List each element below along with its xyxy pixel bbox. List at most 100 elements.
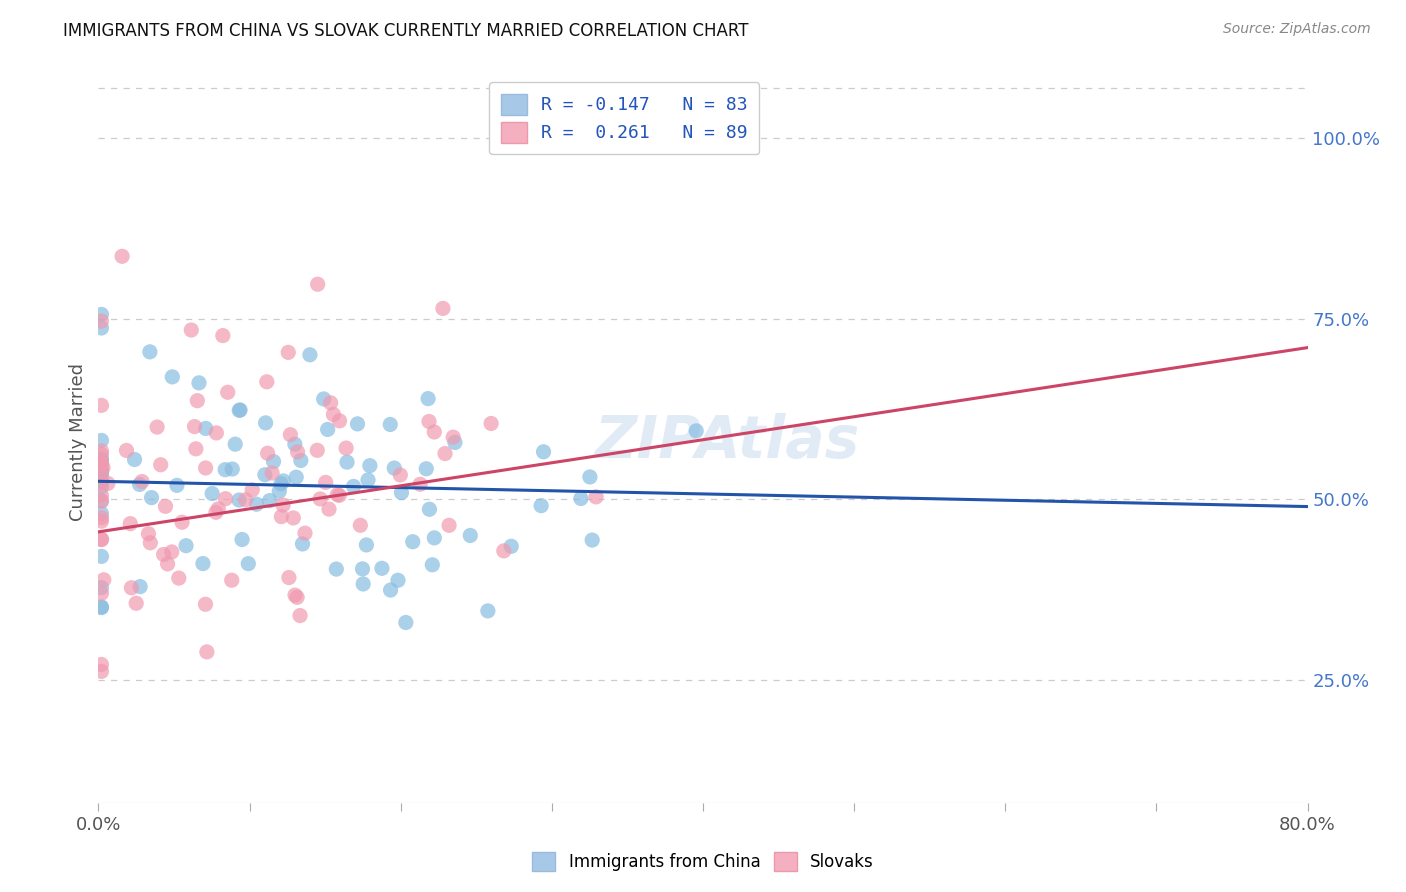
Point [356, 538, 378, 552]
Text: Source: ZipAtlas.com: Source: ZipAtlas.com [1223, 22, 1371, 37]
Point [312, 392, 335, 406]
Point [152, 548, 174, 562]
Point [90, 467, 112, 482]
Point [533, 444, 555, 458]
Point [167, 571, 190, 585]
Point [90, 457, 112, 471]
Point [90, 464, 112, 478]
Point [287, 445, 309, 459]
Point [441, 430, 464, 444]
Point [231, 533, 253, 547]
Point [319, 396, 342, 410]
Point [284, 437, 307, 451]
Point [336, 455, 359, 469]
Point [90, 665, 112, 679]
Point [207, 501, 229, 516]
Point [420, 558, 443, 572]
Point [195, 645, 218, 659]
Point [259, 493, 281, 508]
Point [395, 615, 418, 630]
Point [285, 470, 308, 484]
Legend: R = -0.147   N = 83, R =  0.261   N = 89: R = -0.147 N = 83, R = 0.261 N = 89 [489, 82, 759, 154]
Point [256, 375, 278, 389]
Point [124, 452, 146, 467]
Point [90, 444, 112, 458]
Point [328, 488, 350, 502]
Point [423, 531, 446, 545]
Point [90, 466, 112, 480]
Point [160, 545, 183, 559]
Point [342, 479, 364, 493]
Point [128, 477, 150, 491]
Point [283, 511, 305, 525]
Point [371, 561, 394, 575]
Point [90, 581, 112, 595]
Point [214, 491, 236, 506]
Point [409, 477, 432, 491]
Point [290, 453, 312, 467]
Point [224, 437, 246, 451]
Point [214, 463, 236, 477]
Point [93, 573, 115, 587]
Point [205, 505, 228, 519]
Point [90, 549, 112, 564]
Point [90, 475, 112, 490]
Point [346, 417, 368, 431]
Point [294, 526, 316, 541]
Point [90, 398, 112, 412]
Point [585, 490, 607, 504]
Point [335, 441, 357, 455]
Point [90, 494, 112, 508]
Point [326, 488, 349, 502]
Point [166, 478, 188, 492]
Point [170, 515, 193, 529]
Point [138, 526, 160, 541]
Point [359, 458, 381, 473]
Point [90, 448, 112, 462]
Text: ZIPAtlas: ZIPAtlas [595, 413, 860, 470]
Point [273, 474, 295, 488]
Point [90, 510, 112, 524]
Point [139, 536, 162, 550]
Point [402, 534, 425, 549]
Point [298, 348, 321, 362]
Point [277, 345, 299, 359]
Point [492, 544, 515, 558]
Point [316, 422, 339, 436]
Y-axis label: Currently Married: Currently Married [69, 362, 87, 521]
Point [120, 581, 142, 595]
Point [434, 446, 457, 460]
Point [91, 460, 114, 475]
Point [194, 597, 217, 611]
Point [228, 403, 250, 417]
Point [285, 591, 308, 605]
Point [194, 461, 217, 475]
Text: IMMIGRANTS FROM CHINA VS SLOVAK CURRENTLY MARRIED CORRELATION CHART: IMMIGRANTS FROM CHINA VS SLOVAK CURRENTL… [63, 22, 749, 40]
Point [387, 574, 409, 588]
Point [174, 539, 197, 553]
Point [97, 476, 120, 491]
Point [579, 470, 602, 484]
Point [139, 344, 162, 359]
Point [90, 532, 112, 546]
Point [120, 516, 142, 531]
Point [90, 600, 112, 615]
Point [309, 491, 332, 506]
Point [90, 452, 112, 467]
Point [90, 488, 112, 502]
Point [432, 301, 454, 316]
Point [186, 393, 208, 408]
Point [254, 416, 277, 430]
Point [191, 557, 214, 571]
Point [221, 462, 243, 476]
Point [270, 509, 292, 524]
Point [416, 392, 439, 406]
Point [391, 485, 413, 500]
Point [90, 307, 112, 321]
Point [90, 321, 112, 335]
Point [352, 577, 374, 591]
Point [90, 434, 112, 448]
Point [194, 421, 217, 435]
Point [437, 518, 460, 533]
Point [458, 528, 481, 542]
